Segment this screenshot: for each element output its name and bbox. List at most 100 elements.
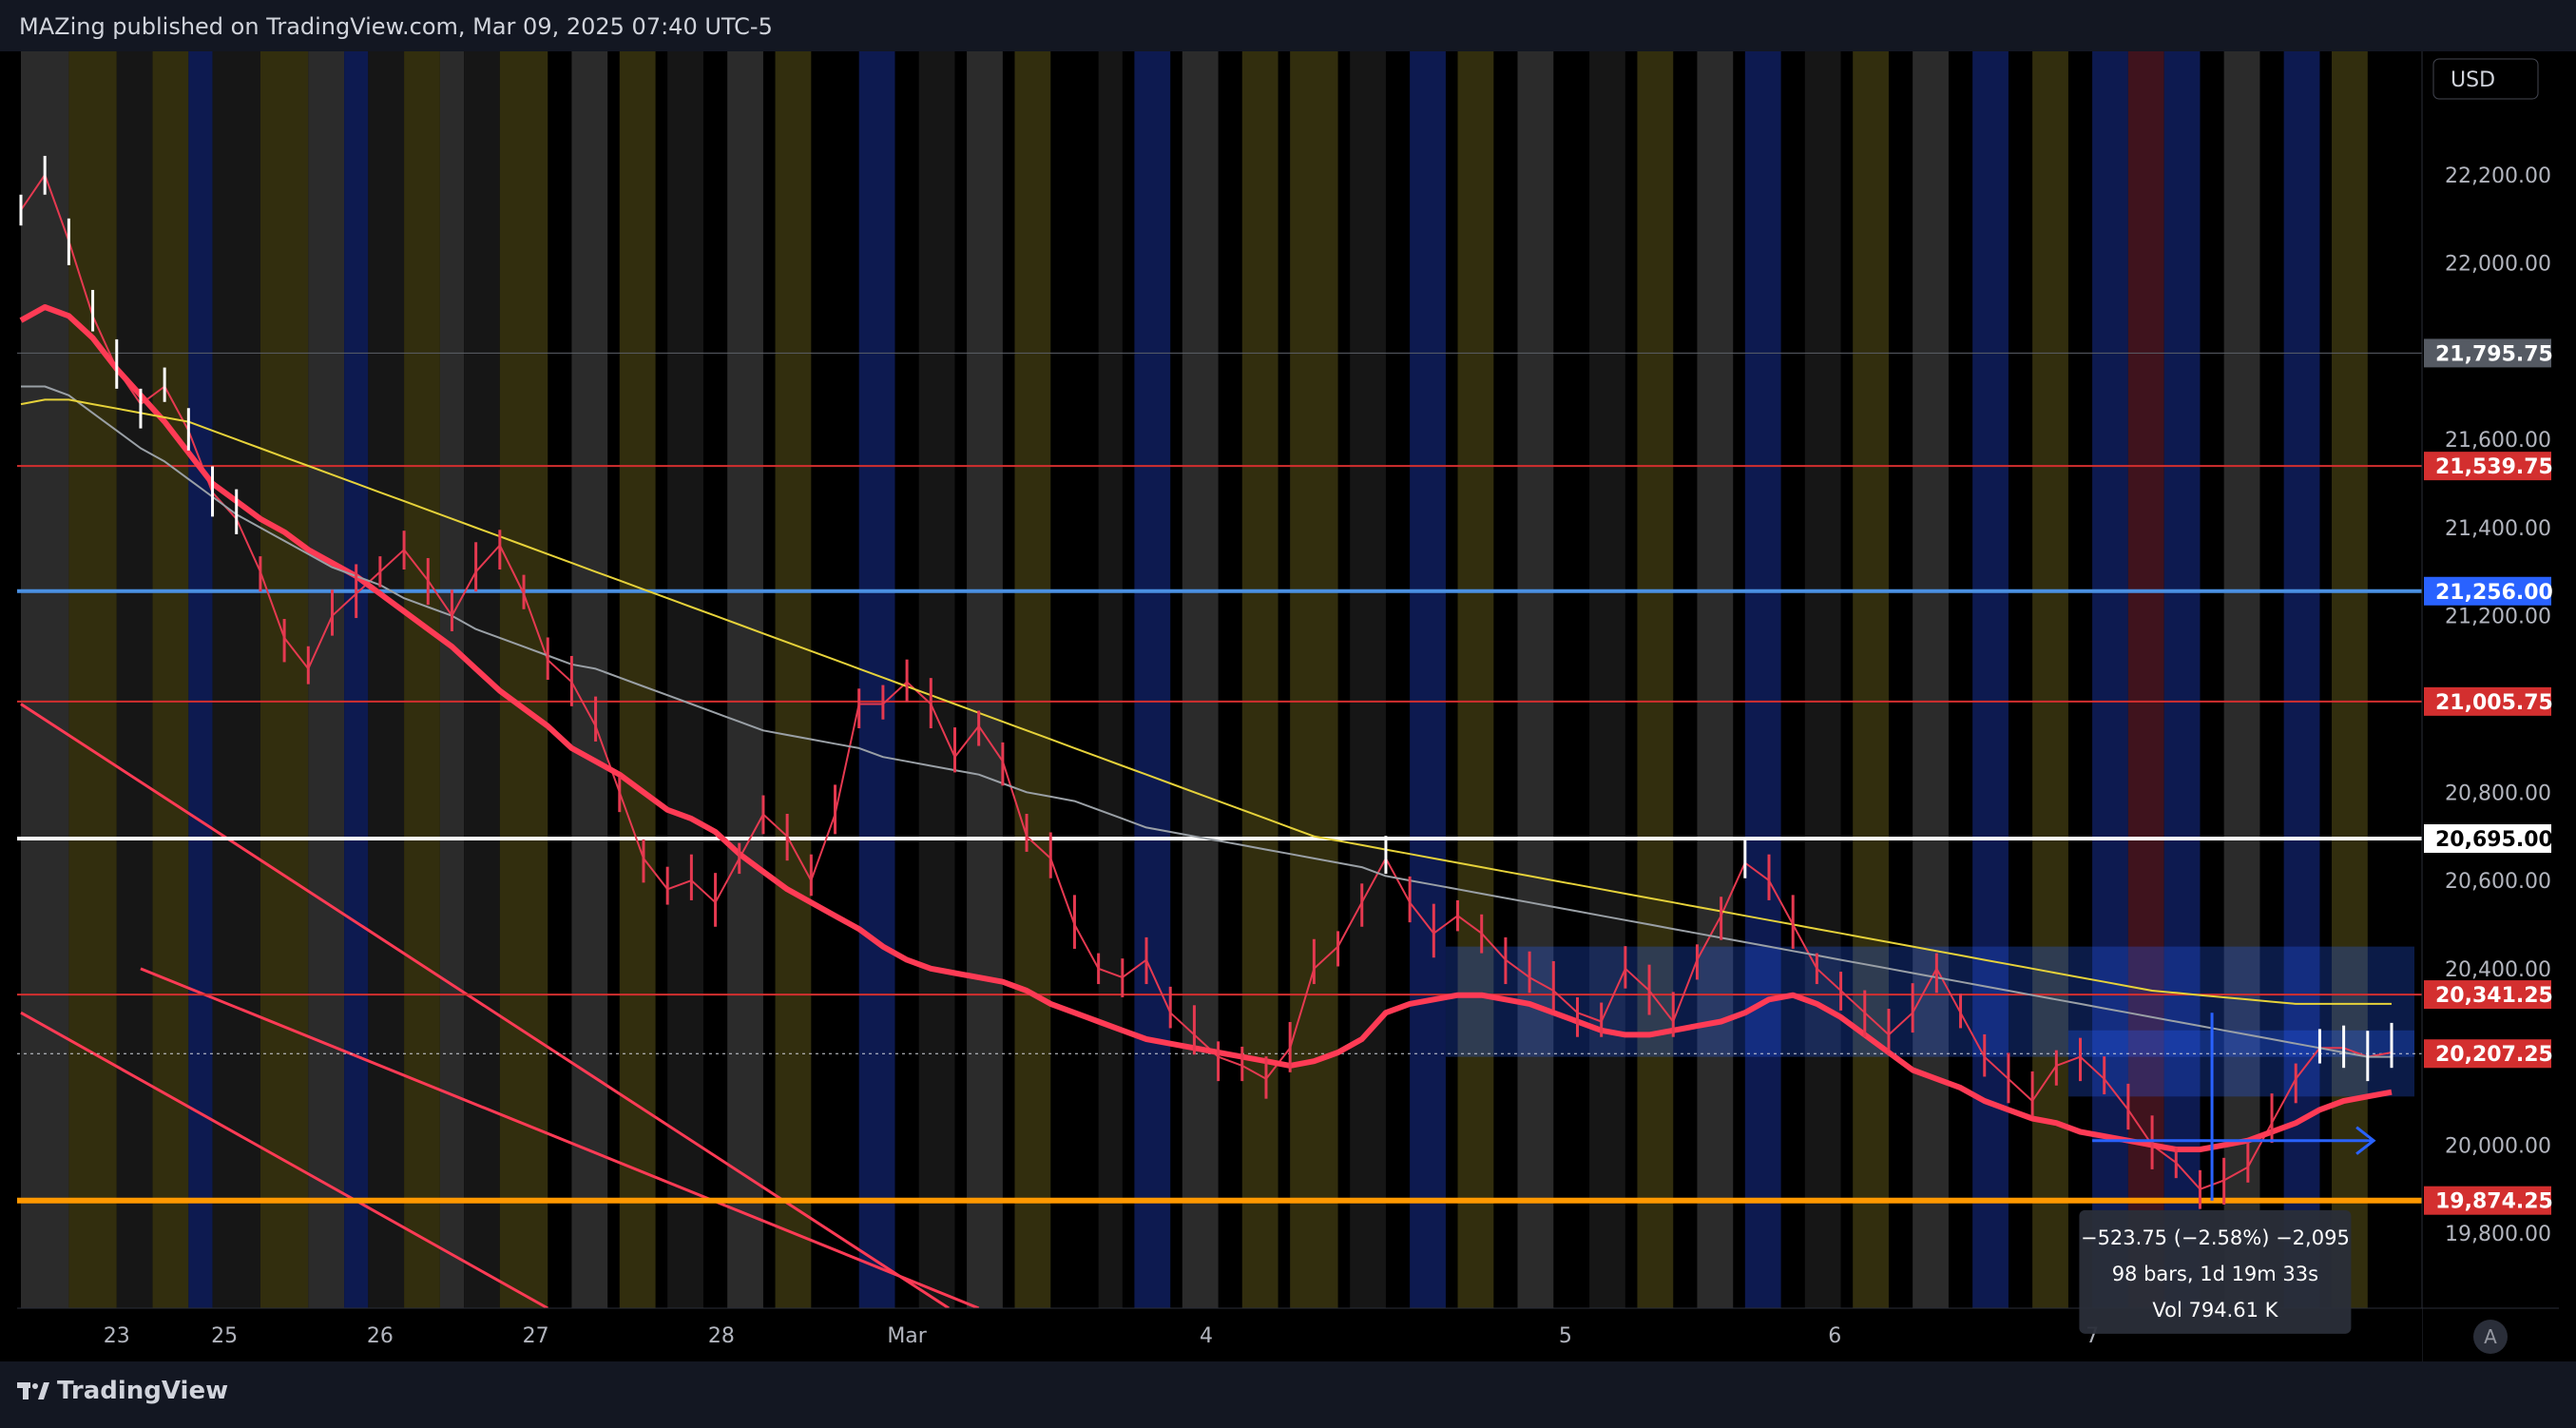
price-tick-label: 20,400.00: [2445, 958, 2551, 982]
measure-text: −523.75 (−2.58%) −2,095: [2081, 1226, 2350, 1249]
price-tick-label: 22,200.00: [2445, 164, 2551, 188]
session-band: [68, 51, 117, 1308]
long-ma-line: [20, 398, 2392, 1005]
time-axis[interactable]: [17, 1308, 2422, 1361]
price-label-text: 20,695.00: [2435, 828, 2553, 852]
measure-box: [2079, 1209, 2352, 1334]
time-tick-label: 27: [523, 1324, 549, 1348]
session-band: [464, 51, 500, 1308]
session-band: [152, 51, 189, 1308]
chart-frame[interactable]: USD 22,200.00 22,000.00 21,600.00 21,400.00 2…: [17, 51, 2559, 1361]
price-scale[interactable]: [2422, 51, 2559, 1308]
session-band: [21, 51, 69, 1308]
session-band: [1290, 51, 1338, 1308]
ema-line: [19, 304, 2393, 1152]
price-tick-label: 21,600.00: [2445, 429, 2551, 453]
session-band: [368, 51, 405, 1308]
session-band: [1972, 51, 2009, 1308]
price-tick-label: 20,800.00: [2445, 782, 2551, 805]
session-band: [1637, 51, 1674, 1308]
price-label-text: 20,341.25: [2435, 984, 2553, 1008]
trendline: [20, 1011, 548, 1310]
session-band: [1697, 51, 1734, 1308]
price-tick-label: 21,200.00: [2445, 606, 2551, 629]
session-band: [1744, 51, 1781, 1308]
session-band: [1517, 51, 1554, 1308]
session-band: [1014, 51, 1051, 1308]
session-band: [1853, 51, 1889, 1308]
price-tick-label: 20,600.00: [2445, 870, 2551, 894]
trendline: [20, 703, 951, 1310]
session-band: [667, 51, 703, 1308]
session-band: [308, 51, 345, 1308]
price-label-text: 21,005.75: [2435, 691, 2553, 715]
price-label-box: [2424, 1186, 2551, 1215]
session-band: [1410, 51, 1446, 1308]
session-band: [212, 51, 260, 1308]
session-band: [2332, 51, 2368, 1308]
time-tick-label: 28: [708, 1324, 735, 1348]
session-band: [727, 51, 763, 1308]
price-label-box: [2424, 980, 2551, 1010]
session-band: [1241, 51, 1278, 1308]
session-band: [188, 51, 213, 1308]
session-band: [967, 51, 1003, 1308]
header-bar: MAZing published on TradingView.com, Mar…: [0, 0, 2576, 51]
measure-arrow-icon: [2355, 1126, 2376, 1155]
price-label-box: [2424, 576, 2551, 606]
session-band: [775, 51, 812, 1308]
time-tick-label: 23: [104, 1324, 130, 1348]
session-band: [1804, 51, 1841, 1308]
price-label-box: [2424, 1039, 2551, 1069]
tradingview-logo-icon: [17, 1382, 49, 1399]
currency-box[interactable]: [2432, 58, 2539, 100]
time-tick-label: 25: [211, 1324, 238, 1348]
consolidation-zone: [1445, 946, 2414, 1057]
sma-line: [21, 385, 2392, 1058]
session-band: [404, 51, 440, 1308]
price-chart[interactable]: USD 22,200.00 22,000.00 21,600.00 21,400.00 2…: [17, 51, 2559, 1361]
session-band: [1182, 51, 1219, 1308]
session-band: [1589, 51, 1625, 1308]
brand-label: TradingView: [57, 1377, 229, 1405]
price-label-text: 20,207.25: [2435, 1043, 2553, 1067]
session-band: [1134, 51, 1171, 1308]
price-label-box: [2424, 338, 2551, 368]
measure-text: 98 bars, 1d 19m 33s: [2112, 1263, 2318, 1285]
session-band: [2163, 51, 2201, 1308]
time-tick-label: 26: [367, 1324, 394, 1348]
session-band: [1350, 51, 1386, 1308]
session-band: [1098, 51, 1123, 1308]
publish-info: MAZing published on TradingView.com, Mar…: [19, 13, 773, 40]
currency-label: USD: [2451, 68, 2495, 92]
price-tick-label: 20,000.00: [2445, 1134, 2551, 1158]
session-band: [2092, 51, 2128, 1308]
session-band: [2283, 51, 2320, 1308]
session-band: [2223, 51, 2260, 1308]
tradingview-brand[interactable]: TradingView: [17, 1377, 228, 1405]
auto-scale-button[interactable]: A: [2473, 1320, 2508, 1354]
price-label-text: 21,539.75: [2435, 455, 2553, 479]
price-tick-label: 22,000.00: [2445, 253, 2551, 277]
session-band: [260, 51, 309, 1308]
session-band: [1913, 51, 1949, 1308]
measure-text: Vol 794.61 K: [2152, 1299, 2278, 1322]
time-tick-label: 4: [1200, 1324, 1213, 1348]
session-band: [2032, 51, 2068, 1308]
price-label-box: [2424, 452, 2551, 481]
session-band: [499, 51, 548, 1308]
session-band: [571, 51, 608, 1308]
price-line: [20, 173, 2393, 1190]
session-band: [1457, 51, 1494, 1308]
session-band: [439, 51, 465, 1308]
price-label-box: [2424, 686, 2551, 716]
time-tick-label: 6: [1828, 1324, 1841, 1348]
trendline: [140, 967, 980, 1310]
price-label-text: 19,874.25: [2435, 1190, 2553, 1214]
price-label-text: 21,795.75: [2435, 342, 2553, 366]
time-tick-label: 5: [1559, 1324, 1572, 1348]
session-band: [2127, 51, 2164, 1308]
session-band: [344, 51, 369, 1308]
session-band: [116, 51, 153, 1308]
price-tick-label: 19,800.00: [2445, 1223, 2551, 1246]
